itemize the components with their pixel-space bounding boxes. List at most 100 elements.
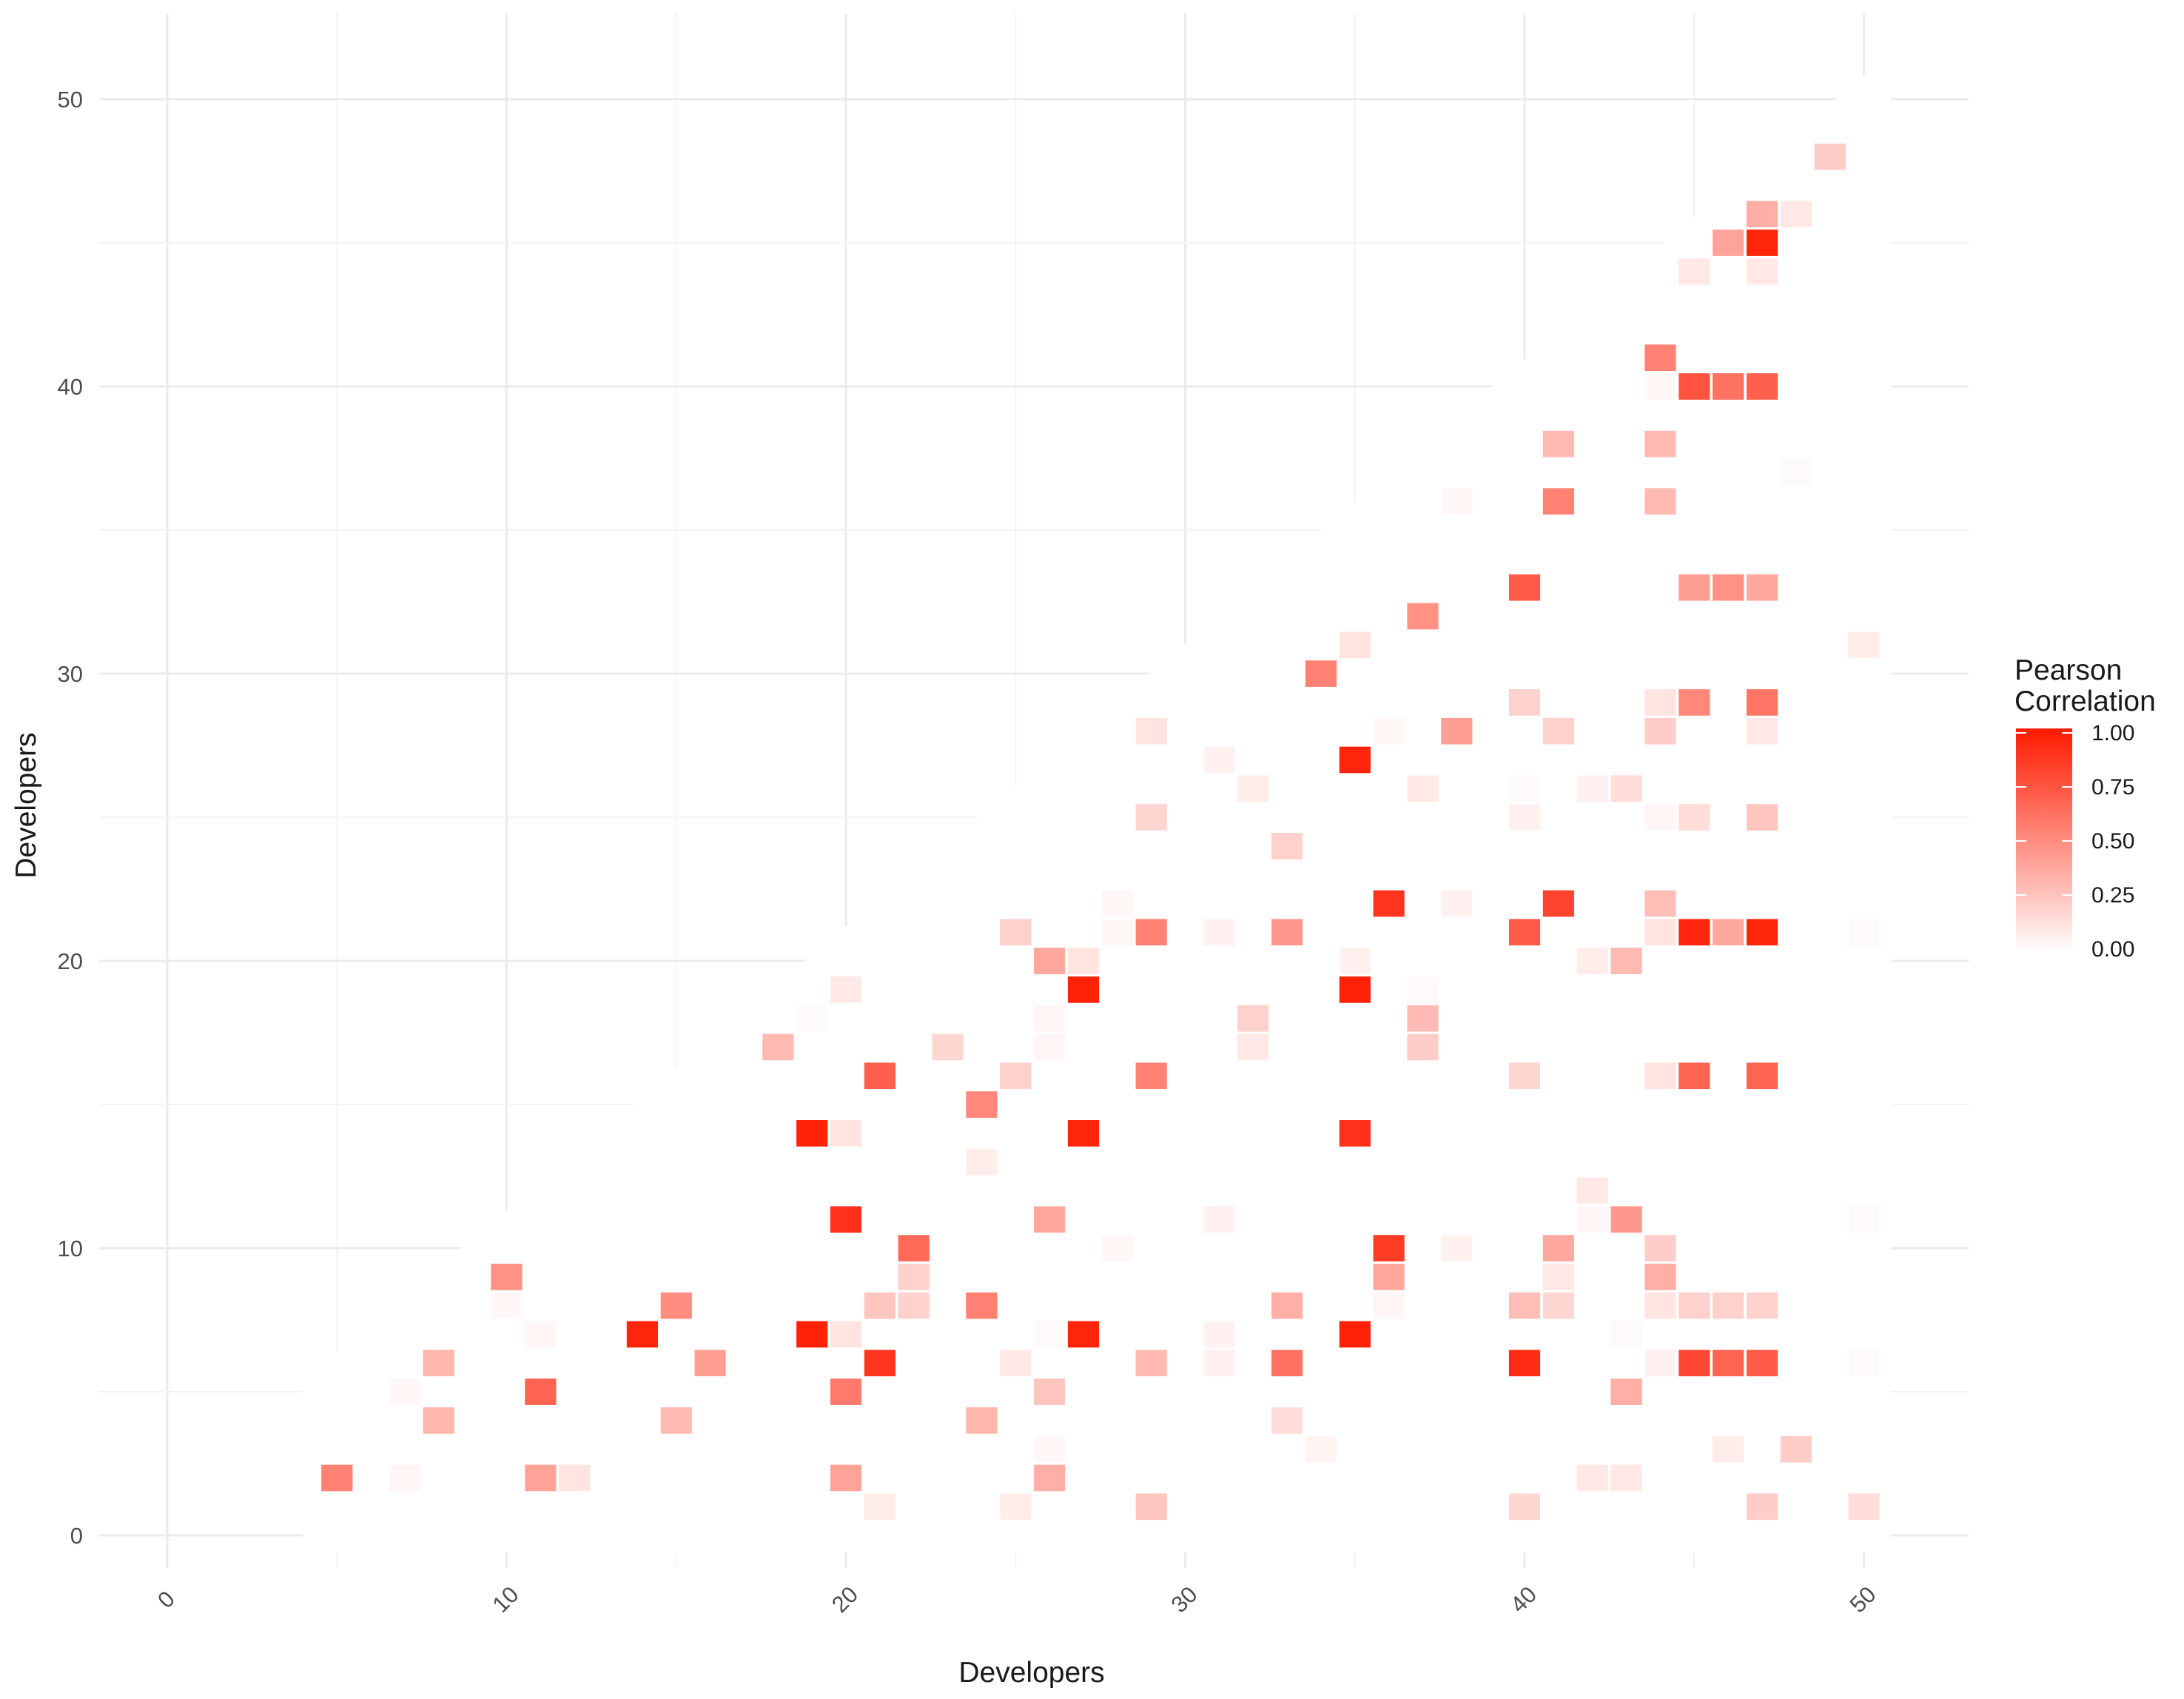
heatmap-cell [1034, 1435, 1066, 1463]
heatmap-cell [1271, 1407, 1303, 1434]
heatmap-cell [1339, 976, 1371, 1003]
heatmap-cell [1542, 890, 1574, 917]
heatmap-cell [1746, 804, 1778, 831]
heatmap-cell [1508, 1062, 1541, 1090]
legend-tick-label: 1.00 [2091, 721, 2134, 745]
heatmap-cell [864, 1062, 896, 1090]
legend-ticks: 1.00 0.75 0.50 0.25 0.00 [2016, 721, 2134, 962]
heatmap-cell [1542, 488, 1574, 515]
heatmap-cell [1713, 229, 1744, 256]
heatmap-cell [796, 1005, 828, 1032]
heatmap-cell [1339, 746, 1371, 774]
heatmap-cell [1000, 1493, 1032, 1521]
heatmap-cell [1679, 258, 1710, 285]
heatmap-cell [1542, 430, 1574, 458]
heatmap-cell [1203, 1350, 1235, 1377]
heatmap-cell [898, 1264, 930, 1290]
heatmap-cell [1034, 1033, 1066, 1061]
heatmap-cell [525, 1378, 557, 1405]
heatmap-cell [1679, 1350, 1710, 1377]
heatmap-cell [1644, 430, 1676, 458]
heatmap-cell [1644, 373, 1676, 400]
heatmap-cell [1644, 717, 1676, 745]
heatmap-cell [1848, 631, 1880, 659]
heatmap-cell [1339, 1321, 1371, 1348]
heatmap-cell [1339, 631, 1371, 659]
legend-tick-label: 0.75 [2091, 775, 2134, 800]
heatmap-cell [1814, 143, 1846, 170]
y-tick-label: 40 [58, 374, 83, 400]
heatmap-cell [1679, 574, 1710, 601]
heatmap-cell [1441, 1235, 1473, 1261]
heatmap-cell [898, 1292, 930, 1319]
heatmap-cell [1848, 1493, 1880, 1521]
heatmap-cell [1508, 1350, 1541, 1377]
heatmap-cell [1610, 1206, 1642, 1233]
heatmap-cell [1679, 1292, 1710, 1319]
heatmap-cell [1542, 1292, 1574, 1319]
heatmap-cell [1305, 660, 1337, 687]
heatmap-cell [1203, 1321, 1235, 1348]
heatmap-cell [830, 1206, 862, 1233]
heatmap-cell [1576, 1206, 1608, 1233]
heatmap-cell [1067, 1120, 1100, 1147]
heatmap-cell [1407, 1033, 1439, 1061]
heatmap-cell [1271, 1292, 1303, 1319]
heatmap-cell [626, 1321, 658, 1348]
heatmap-cell [966, 1091, 998, 1118]
heatmap-cell [1305, 1435, 1337, 1463]
heatmap-cell [1746, 689, 1778, 716]
heatmap-cell [1610, 1321, 1642, 1348]
heatmap-cell [1508, 689, 1541, 716]
heatmap-cell [1237, 1033, 1269, 1061]
heatmap-cell [1135, 804, 1167, 831]
heatmap-cell [1679, 689, 1710, 716]
heatmap-cell [1441, 890, 1473, 917]
heatmap-cell [1713, 919, 1744, 946]
heatmap-cell [1746, 1062, 1778, 1090]
heatmap-cell [491, 1292, 523, 1319]
x-tick-label: 50 [1845, 1581, 1881, 1618]
heatmap-cell [1746, 258, 1778, 285]
heatmap-cell [1644, 1292, 1676, 1319]
heatmap-cell [1746, 1493, 1778, 1521]
heatmap-cell [1271, 833, 1303, 859]
heatmap-cell [660, 1292, 692, 1319]
heatmap-cell [1441, 488, 1473, 515]
x-tick-label: 10 [488, 1581, 524, 1618]
x-axis-title: Developers [958, 1657, 1104, 1689]
heatmap-cell [1000, 919, 1032, 946]
heatmap-cell [1610, 948, 1642, 974]
heatmap-cell [1679, 1062, 1710, 1090]
heatmap-cell [1848, 919, 1880, 946]
legend-title-line-2: Correlation [2015, 686, 2156, 717]
heatmap-cell [1644, 919, 1676, 946]
heatmap-cell [1746, 373, 1778, 400]
heatmap-cell [1067, 976, 1100, 1003]
color-legend: Pearson Correlation 1.00 0.75 0.50 0.25 0.00 [2015, 654, 2156, 962]
heatmap-cell [1101, 919, 1133, 946]
heatmap-cell [966, 1292, 998, 1319]
white-triangle-panel [303, 53, 1892, 1553]
heatmap-cell [1713, 373, 1744, 400]
heatmap-cells [321, 143, 1880, 1521]
heatmap-cell [1610, 1464, 1642, 1492]
heatmap-cell [1135, 1062, 1167, 1090]
heatmap-cell [423, 1407, 454, 1434]
heatmap-cell [830, 1120, 862, 1147]
heatmap-cell [1746, 574, 1778, 601]
x-tick-label: 40 [1505, 1581, 1542, 1618]
y-axis-title: Developers [10, 732, 42, 878]
heatmap-cell [1644, 1235, 1676, 1261]
heatmap-cell [1373, 1292, 1405, 1319]
heatmap-cell [966, 1148, 998, 1176]
heatmap-cell [1746, 1350, 1778, 1377]
heatmap-cell [830, 1464, 862, 1492]
heatmap-cell [1373, 890, 1405, 917]
heatmap-cell [1034, 1206, 1066, 1233]
x-tick-label: 30 [1166, 1581, 1203, 1618]
heatmap-cell [1034, 948, 1066, 974]
heatmap-cell [1508, 574, 1541, 601]
heatmap-cell [1407, 775, 1439, 802]
